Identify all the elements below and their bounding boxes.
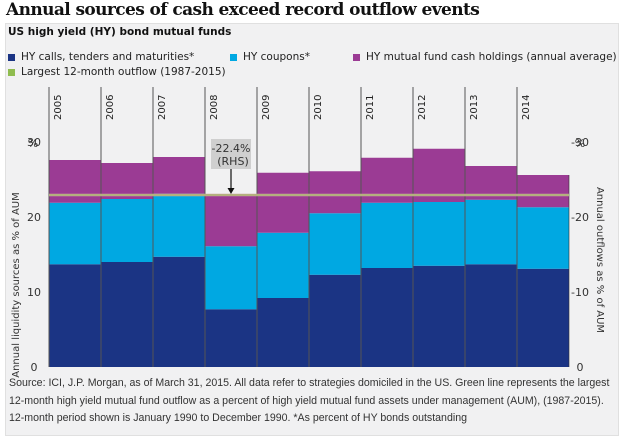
legend-swatch-cash <box>353 53 360 61</box>
bar-cash-2008 <box>205 195 257 247</box>
y-axis-label-left: Annual liquidity sources as % of AUM <box>11 192 22 378</box>
legend-label-cash: HY mutual fund cash holdings (annual ave… <box>366 51 617 63</box>
y-ticks-right: 0 -10 -20 -30 <box>571 136 589 374</box>
y-axis-label-right: Annual outflows as % of AUM <box>594 187 605 333</box>
bar-calls-2013 <box>465 264 517 367</box>
x-tick-label: 2006 <box>105 95 116 120</box>
bar-calls-2005 <box>49 264 101 367</box>
bar-cash-2009 <box>257 172 309 233</box>
legend-item-coupons: HY coupons* <box>230 51 310 63</box>
y-tick-right: -10 <box>571 286 589 299</box>
y-unit-left: % <box>28 137 38 150</box>
legend-item-cash: HY mutual fund cash holdings (annual ave… <box>353 51 617 63</box>
bar-calls-2006 <box>101 262 153 367</box>
bar-coupons-2011 <box>361 202 413 268</box>
legend-item-calls: HY calls, tenders and maturities* <box>8 51 194 63</box>
chart-subtitle: US high yield (HY) bond mutual funds <box>8 26 232 38</box>
legend-item-outflow: Largest 12-month outflow (1987-2015) <box>8 66 226 78</box>
bar-coupons-2012 <box>413 202 465 266</box>
bar-coupons-2014 <box>517 207 569 269</box>
bar-cash-2012 <box>413 148 465 202</box>
x-tick-label: 2011 <box>365 95 376 120</box>
bar-coupons-2008 <box>205 246 257 310</box>
bar-calls-2014 <box>517 268 569 367</box>
bar-cash-2007 <box>153 157 205 194</box>
y-tick-right: -20 <box>571 211 589 224</box>
bar-coupons-2009 <box>257 232 309 298</box>
legend-label-coupons: HY coupons* <box>243 51 310 63</box>
bars-group <box>49 148 569 367</box>
bar-coupons-2010 <box>309 213 361 275</box>
bar-cash-2005 <box>49 160 101 203</box>
bar-coupons-2013 <box>465 199 517 265</box>
x-tick-label: 2007 <box>157 95 168 120</box>
x-tick-label: 2014 <box>521 95 532 120</box>
y-tick-left: 30 <box>27 136 41 149</box>
column-dividers: 2005 2006 2007 2008 2009 2010 2011 2012 2013 2014 <box>48 87 570 367</box>
x-tick-label: 2009 <box>261 95 272 120</box>
x-tick-label: 2008 <box>209 95 220 120</box>
bar-calls-2008 <box>205 309 257 367</box>
legend-swatch-coupons <box>230 53 237 61</box>
legend-swatch-outflow <box>8 68 15 76</box>
bar-coupons-2006 <box>101 199 153 262</box>
bar-coupons-2007 <box>153 193 205 257</box>
y-tick-right: -30 <box>571 136 589 149</box>
bar-cash-2010 <box>309 171 361 214</box>
bar-calls-2012 <box>413 265 465 367</box>
bar-calls-2009 <box>257 298 309 367</box>
x-tick-label: 2013 <box>469 95 480 120</box>
annotation-arrowhead <box>227 188 235 194</box>
x-tick-label: 2010 <box>313 95 324 120</box>
y-tick-left: 0 <box>31 361 38 374</box>
y-unit-right: % <box>575 137 585 150</box>
annotation-rhs: (RHS) <box>217 155 248 168</box>
x-tick-label: 2012 <box>417 95 428 120</box>
x-tick-label: 2005 <box>53 95 64 120</box>
legend-swatch-calls <box>8 53 15 61</box>
annotation-box <box>211 139 251 169</box>
y-ticks-left: 0 10 20 30 <box>27 136 41 374</box>
chart-title: Annual sources of cash exceed record out… <box>6 0 480 20</box>
bar-cash-2014 <box>517 175 569 208</box>
annotation-value: -22.4% <box>212 142 251 155</box>
annotation-group: -22.4% (RHS) <box>49 139 569 196</box>
bar-calls-2011 <box>361 268 413 367</box>
bar-cash-2006 <box>101 163 153 199</box>
y-tick-left: 10 <box>27 286 41 299</box>
bar-calls-2010 <box>309 274 361 367</box>
y-tick-left: 20 <box>27 211 41 224</box>
source-note: Source: ICI, J.P. Morgan, as of March 31… <box>9 377 610 424</box>
y-tick-right: 0 <box>577 361 584 374</box>
bar-calls-2007 <box>153 256 205 367</box>
bar-coupons-2005 <box>49 202 101 265</box>
legend-label-calls: HY calls, tenders and maturities* <box>21 51 195 63</box>
legend-label-outflow: Largest 12-month outflow (1987-2015) <box>21 66 226 78</box>
